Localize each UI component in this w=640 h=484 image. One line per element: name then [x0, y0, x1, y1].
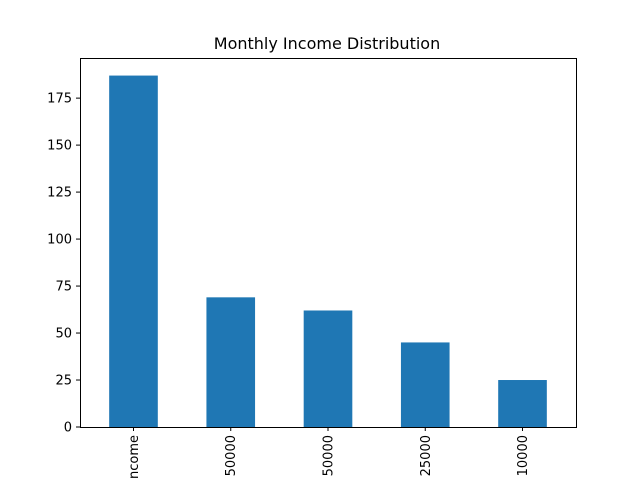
y-tick-label-1: 25: [55, 374, 72, 389]
y-tick-label-7: 175: [47, 92, 72, 107]
bar-4: [498, 380, 547, 427]
y-tick-label-4: 100: [47, 233, 72, 248]
plot-frame: [80, 58, 577, 428]
x-tick-label-4: 10000: [516, 435, 531, 476]
y-tick-label-5: 125: [47, 186, 72, 201]
y-tick-label-0: 0: [64, 421, 72, 436]
bar-0: [109, 75, 158, 428]
bar-3: [400, 342, 450, 427]
x-tick-label-0: ncome: [127, 435, 142, 479]
x-tick-label-1: 50000: [224, 435, 239, 476]
bars-layer: [109, 75, 547, 428]
y-tick-label-2: 50: [55, 327, 72, 342]
bar-2: [303, 310, 353, 427]
x-axis: ncome 50000 50000 25000 10000: [127, 427, 531, 479]
y-tick-label-3: 75: [55, 280, 72, 295]
y-axis: 0 25 50 75 100 125 150 175: [47, 92, 80, 436]
x-tick-label-3: 25000: [419, 435, 434, 476]
x-tick-label-2: 50000: [322, 435, 337, 476]
bar-1: [206, 297, 256, 427]
y-tick-label-6: 150: [47, 139, 72, 154]
chart-title: Monthly Income Distribution: [214, 34, 440, 53]
